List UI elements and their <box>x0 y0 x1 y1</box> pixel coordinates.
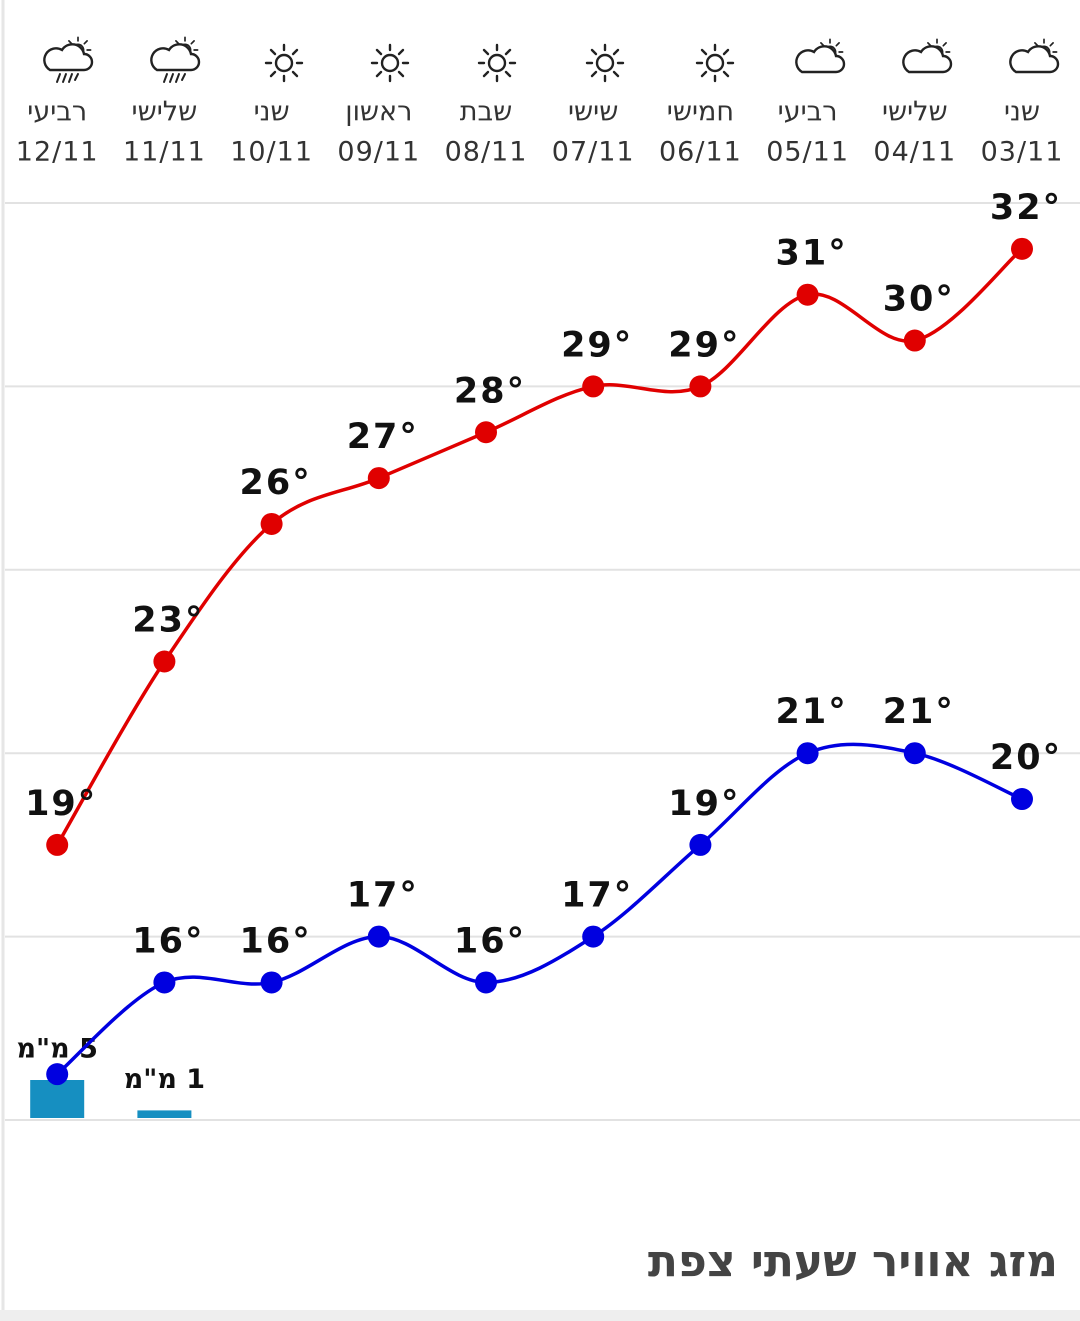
date-label: 12/11 <box>16 137 99 168</box>
temperature-point <box>475 971 497 994</box>
date-label: 06/11 <box>659 137 742 168</box>
day-name: רביעי <box>27 97 87 128</box>
bottom-strip <box>0 1310 1080 1321</box>
temperature-label: 27° <box>347 417 419 457</box>
date-label: 04/11 <box>873 137 956 168</box>
date-label: 03/11 <box>981 137 1064 168</box>
day-name: חמישי <box>667 97 734 128</box>
icon-rain <box>44 37 92 82</box>
temperature-label: 19° <box>25 784 97 824</box>
temperature-label: 17° <box>347 876 419 916</box>
date-label: 10/11 <box>230 137 313 168</box>
temperature-point <box>796 283 819 306</box>
temperature-point <box>1011 237 1033 260</box>
temperature-point <box>260 971 283 994</box>
day-name: שבת <box>460 97 512 128</box>
temperature-label: 32° <box>990 188 1062 228</box>
precip-bar <box>137 1110 192 1118</box>
temperature-label: 16° <box>132 921 204 961</box>
day-name: שני <box>254 97 290 128</box>
temperature-point <box>1011 788 1033 811</box>
temperature-label: 20° <box>990 738 1062 778</box>
temperature-line <box>55 247 1024 846</box>
date-label: 11/11 <box>123 137 206 168</box>
temperature-line <box>56 742 1023 1076</box>
temperature-label: 21° <box>775 692 847 732</box>
icon-sun <box>695 43 735 83</box>
icon-sun <box>585 43 625 83</box>
icon-rain <box>151 37 199 82</box>
day-name: ראשון <box>345 97 412 128</box>
temperature-label: 21° <box>883 692 955 732</box>
icon-partly-cloudy <box>903 39 951 72</box>
day-name: שלישי <box>882 97 948 128</box>
temperature-point <box>689 833 712 856</box>
icon-sun <box>370 43 410 83</box>
temperature-label: 31° <box>775 234 847 274</box>
temperature-label: 30° <box>883 280 955 320</box>
date-label: 09/11 <box>337 137 420 168</box>
precip-label: 1 מ"מ <box>124 1064 205 1095</box>
precip-label: 5 מ"מ <box>17 1034 98 1065</box>
day-name: שישי <box>568 97 618 128</box>
temperature-label: 26° <box>239 463 311 503</box>
temperature-point <box>260 512 283 535</box>
temperature-label: 19° <box>668 784 740 824</box>
temperature-point <box>903 742 926 765</box>
temperature-label: 16° <box>454 921 526 961</box>
temperature-point <box>46 833 69 856</box>
day-name: רביעי <box>778 97 838 128</box>
precip-bar <box>30 1080 85 1118</box>
page-title: מזג אוויר שעתי צפת <box>648 1236 1058 1287</box>
temperature-point <box>153 971 176 994</box>
temperature-label: 28° <box>454 371 526 411</box>
temperature-label: 29° <box>561 325 633 365</box>
temperature-point <box>903 329 926 352</box>
date-label: 07/11 <box>552 137 635 168</box>
icon-sun <box>477 43 517 83</box>
temperature-label: 17° <box>561 876 633 916</box>
icon-sun <box>264 43 304 83</box>
day-name: שלישי <box>132 97 198 128</box>
temperature-point <box>153 650 176 673</box>
temperature-point <box>582 375 605 398</box>
icon-partly-cloudy <box>1010 39 1058 72</box>
date-label: 05/11 <box>766 137 849 168</box>
icon-partly-cloudy <box>796 39 844 72</box>
weather-icons <box>44 37 1058 82</box>
temperature-label: 23° <box>132 601 204 641</box>
temperature-point <box>367 925 390 948</box>
date-label: 08/11 <box>445 137 528 168</box>
temperature-label: 29° <box>668 325 740 365</box>
temperature-point <box>367 467 390 490</box>
temperature-point <box>689 375 712 398</box>
temperature-point <box>582 925 605 948</box>
temperature-point <box>46 1063 69 1086</box>
temperature-label: 16° <box>239 921 311 961</box>
temperature-point <box>475 421 497 444</box>
day-name: שני <box>1004 97 1040 128</box>
temperature-point <box>796 742 819 765</box>
